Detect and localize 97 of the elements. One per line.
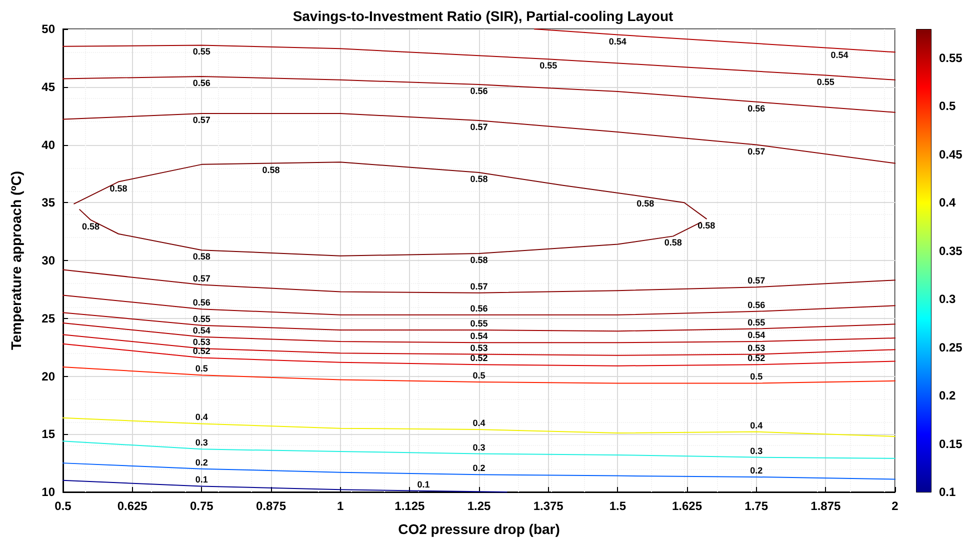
line-series bbox=[74, 162, 707, 220]
series-label: 0.53 bbox=[192, 336, 210, 347]
x-tick-label: 1.625 bbox=[672, 499, 702, 513]
text: 0.52 bbox=[748, 353, 766, 364]
y-tick-label: 40 bbox=[42, 138, 56, 152]
series-label: 0.5 bbox=[195, 364, 208, 374]
series-label: 0.58 bbox=[470, 174, 488, 184]
series-label: 0.54 bbox=[608, 36, 626, 46]
y-tick-label: 30 bbox=[42, 254, 56, 268]
series-label: 0.56 bbox=[192, 298, 210, 308]
color-bar-label: 0.2 bbox=[939, 388, 956, 403]
series-label: 0.56 bbox=[748, 103, 766, 114]
line-series bbox=[534, 28, 896, 53]
series-label: 0.54 bbox=[192, 325, 210, 336]
color-bar-label: 0.15 bbox=[939, 436, 963, 451]
series-label: 0.58 bbox=[664, 238, 682, 248]
series-label: 0.2 bbox=[195, 457, 208, 468]
x-tick-label: 1 bbox=[336, 499, 344, 513]
line-series bbox=[62, 294, 896, 316]
series-label: 0.52 bbox=[192, 346, 210, 356]
text: 0.5 bbox=[472, 370, 486, 381]
line-series bbox=[62, 269, 896, 294]
line-series bbox=[62, 312, 896, 332]
text: 0.57 bbox=[192, 114, 210, 125]
series-label: 0.57 bbox=[192, 273, 210, 284]
y-axis-title: Temperature approach (ºC) bbox=[8, 170, 24, 350]
text: 0.3 bbox=[472, 442, 486, 452]
x-tick-label: 0.5 bbox=[54, 499, 72, 513]
y-tick-label: 20 bbox=[42, 369, 56, 384]
text: 0.2 bbox=[472, 463, 486, 474]
y-tick-label: 35 bbox=[42, 196, 56, 210]
x-tick-label: 2 bbox=[892, 499, 899, 513]
text: 0.56 bbox=[470, 303, 488, 314]
color-bar-label: 0.25 bbox=[939, 340, 963, 354]
series-label: 0.1 bbox=[195, 474, 208, 485]
x-tick-label: 0.75 bbox=[190, 499, 214, 513]
text: 0.58 bbox=[698, 220, 716, 230]
text: 0.56 bbox=[470, 86, 488, 96]
text: 0.55 bbox=[470, 318, 488, 328]
series-label: 0.55 bbox=[192, 314, 210, 324]
x-tick-label: 1.5 bbox=[609, 499, 626, 513]
x-axis-title: CO2 pressure drop (bar) bbox=[398, 521, 560, 537]
series-label: 0.57 bbox=[748, 146, 766, 156]
x-tick-label: 0.875 bbox=[256, 499, 286, 513]
text: 0.58 bbox=[110, 183, 128, 194]
text: 0.54 bbox=[830, 50, 848, 60]
text: 0.57 bbox=[470, 281, 488, 292]
text: 0.54 bbox=[470, 331, 488, 342]
x-tick-label: 1.125 bbox=[394, 499, 426, 513]
y-tick-label: 50 bbox=[42, 22, 56, 36]
text: 0.5 bbox=[750, 372, 763, 382]
text: 0.58 bbox=[192, 252, 210, 262]
text: 0.55 bbox=[748, 317, 766, 328]
chart-title: Savings-to-Investment Ratio (SIR), Partial-cooling Layout bbox=[292, 8, 674, 24]
color-bar-label: 0.1 bbox=[939, 485, 956, 499]
text: 0.53 bbox=[470, 342, 488, 353]
text: 0.57 bbox=[748, 276, 766, 286]
x-tick-label: 1.875 bbox=[810, 499, 842, 513]
text: 0.4 bbox=[750, 420, 763, 430]
series-label: 0.4 bbox=[195, 412, 208, 422]
text: 0.53 bbox=[748, 342, 766, 353]
text: 0.56 bbox=[192, 78, 210, 88]
text: 0.56 bbox=[748, 300, 766, 310]
text: 0.1 bbox=[417, 479, 430, 490]
line-series bbox=[62, 76, 896, 113]
x-tick-label: 1.75 bbox=[744, 499, 768, 513]
text: 0.2 bbox=[750, 465, 763, 476]
line-series bbox=[62, 44, 896, 80]
text: 0.4 bbox=[472, 418, 486, 428]
y-tick-label: 10 bbox=[42, 485, 56, 499]
text: 0.54 bbox=[748, 330, 766, 340]
x-tick-label: 1.25 bbox=[467, 499, 491, 513]
y-tick-label: 15 bbox=[42, 427, 56, 442]
color-bar-label: 0.4 bbox=[939, 196, 956, 210]
series-label: 0.55 bbox=[816, 76, 834, 87]
color-bar-label: 0.5 bbox=[939, 99, 956, 114]
text: 0.58 bbox=[262, 164, 280, 175]
x-tick-label: 0.625 bbox=[117, 499, 148, 513]
y-tick-label: 45 bbox=[42, 80, 56, 94]
line-series bbox=[62, 366, 896, 384]
color-bar-label: 0.45 bbox=[939, 147, 963, 162]
text: 0.58 bbox=[470, 255, 488, 266]
text: 0.3 bbox=[750, 446, 763, 456]
text: 0.57 bbox=[470, 122, 488, 132]
color-bar-label: 0.35 bbox=[939, 244, 963, 258]
text: 0.55 bbox=[540, 60, 558, 71]
text: 0.55 bbox=[192, 46, 210, 57]
line-series bbox=[62, 440, 896, 459]
x-tick-label: 1.375 bbox=[533, 499, 564, 513]
color-bar-label: 0.3 bbox=[939, 292, 956, 306]
line-series bbox=[62, 113, 896, 164]
y-tick-label: 25 bbox=[42, 311, 56, 326]
text: 0.52 bbox=[470, 353, 488, 364]
series-label: 0.3 bbox=[195, 438, 208, 448]
text: 0.58 bbox=[82, 221, 100, 232]
color-bar-label: 0.55 bbox=[939, 50, 963, 65]
text: 0.58 bbox=[636, 198, 654, 208]
